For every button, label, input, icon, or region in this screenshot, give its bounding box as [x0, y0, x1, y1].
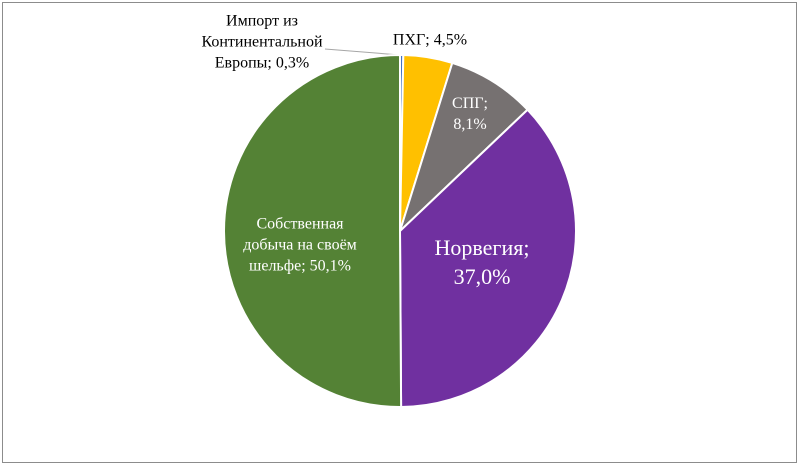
data-label: ПХГ; 4,5% — [392, 31, 468, 49]
data-label: Импорт из Континентальной Европы; 0,3% — [201, 12, 323, 72]
pie-slice — [398, 108, 577, 409]
data-label: СПГ; 8,1% — [452, 95, 488, 133]
pie-slice — [397, 61, 529, 235]
pie-slice — [223, 53, 403, 408]
data-label: Норвегия; 37,0% — [434, 235, 530, 289]
data-label: Собственная добыча на своём шельфе; 50,1… — [243, 215, 357, 275]
leader-line — [324, 48, 401, 56]
